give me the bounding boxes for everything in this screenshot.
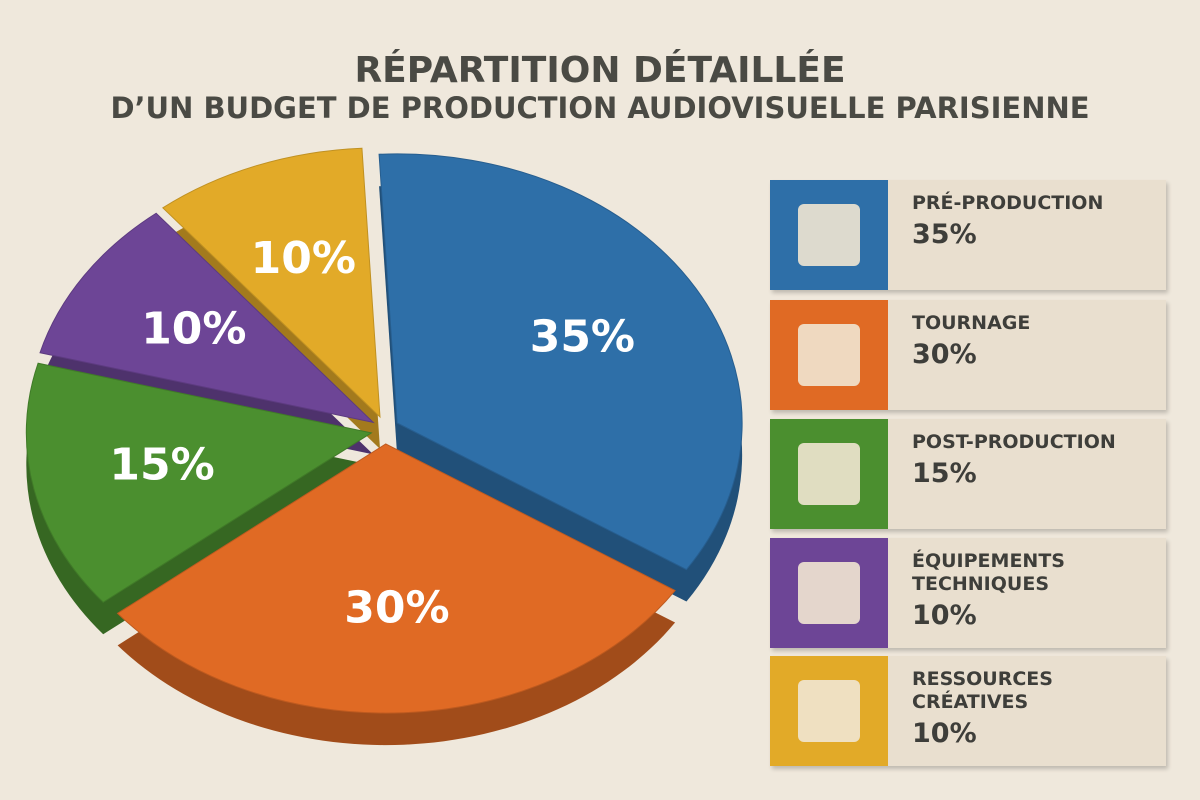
legend-icon xyxy=(798,324,860,386)
legend-panel: ÉQUIPEMENTS TECHNIQUES 10% xyxy=(888,538,1166,648)
slice xyxy=(162,147,381,419)
slice-label: 10% xyxy=(251,233,356,284)
legend-icon xyxy=(798,204,860,266)
legend-item: RESSOURCES CRÉATIVES 10% xyxy=(770,656,1166,766)
legend-label: POST-PRODUCTION xyxy=(912,431,1116,453)
legend-swatch xyxy=(770,300,888,410)
legend-panel: RESSOURCES CRÉATIVES 10% xyxy=(888,656,1166,766)
legend-icon xyxy=(798,680,860,742)
slice-label: 35% xyxy=(530,312,635,363)
chart-title: RÉPARTITION DÉTAILLÉE xyxy=(354,49,845,91)
legend-icon xyxy=(798,443,860,505)
slice xyxy=(39,212,375,424)
legend-swatch xyxy=(770,180,888,290)
legend-panel: POST-PRODUCTION 15% xyxy=(888,419,1166,529)
slice-label: 10% xyxy=(141,304,246,355)
legend-swatch xyxy=(770,538,888,648)
legend-item: POST-PRODUCTION 15% xyxy=(770,419,1166,529)
slice xyxy=(116,443,676,714)
legend-value: 35% xyxy=(912,219,977,250)
slice-label: 30% xyxy=(344,583,449,634)
slice xyxy=(25,362,373,603)
legend-item: PRÉ-PRODUCTION 35% xyxy=(770,180,1166,290)
chart-subtitle: D’UN BUDGET DE PRODUCTION AUDIOVISUELLE … xyxy=(110,91,1089,125)
legend-item: TOURNAGE 30% xyxy=(770,300,1166,410)
legend-panel: PRÉ-PRODUCTION 35% xyxy=(888,180,1166,290)
legend-label: TOURNAGE xyxy=(912,312,1031,334)
legend-item: ÉQUIPEMENTS TECHNIQUES 10% xyxy=(770,538,1166,648)
legend-label: RESSOURCES CRÉATIVES xyxy=(912,668,1053,713)
slice xyxy=(378,153,743,571)
legend-label: PRÉ-PRODUCTION xyxy=(912,192,1104,214)
legend-value: 15% xyxy=(912,458,977,489)
slice-label: 15% xyxy=(109,440,214,491)
legend-panel: TOURNAGE 30% xyxy=(888,300,1166,410)
legend-value: 10% xyxy=(912,600,977,631)
legend-value: 30% xyxy=(912,339,977,370)
legend-swatch xyxy=(770,419,888,529)
legend-icon xyxy=(798,562,860,624)
legend-label: ÉQUIPEMENTS TECHNIQUES xyxy=(912,550,1065,595)
legend-swatch xyxy=(770,656,888,766)
legend-value: 10% xyxy=(912,718,977,749)
